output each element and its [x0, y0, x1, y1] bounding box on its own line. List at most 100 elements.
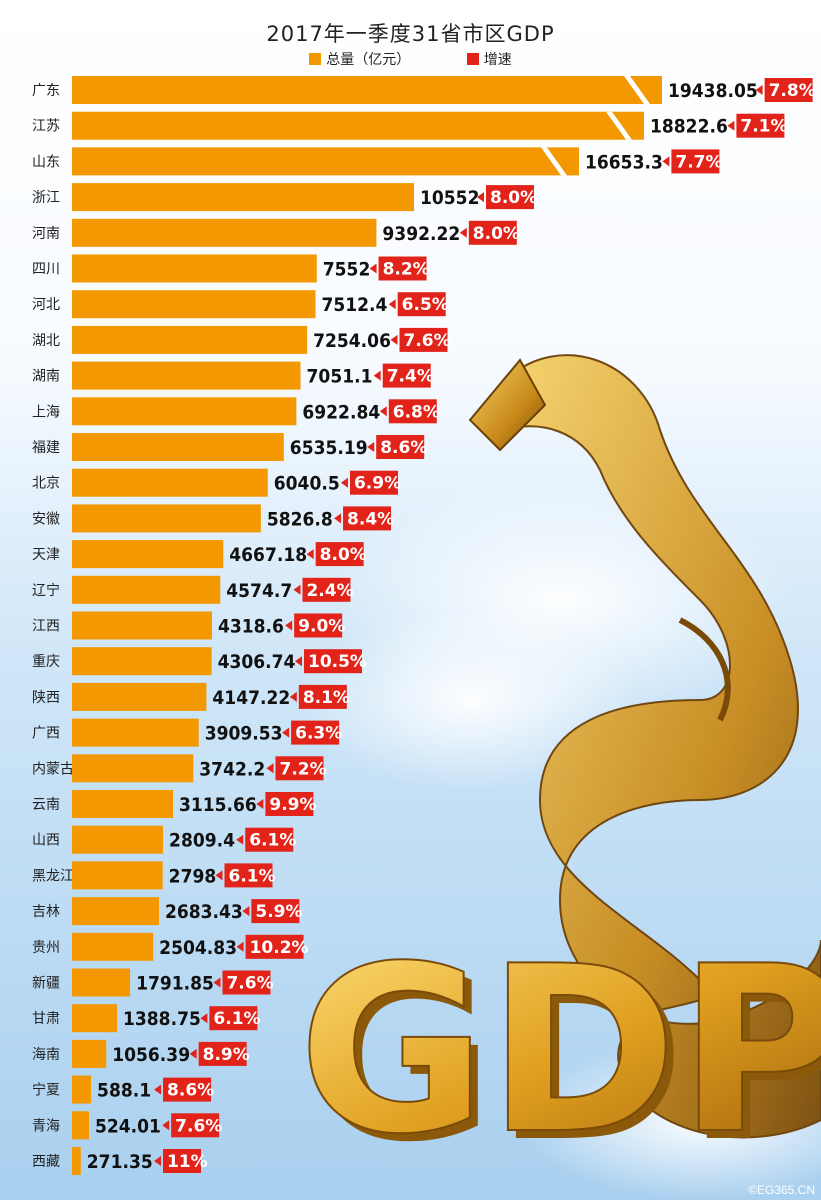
category-label: 江西 [32, 619, 60, 635]
value-label: 3909.53 [205, 723, 283, 745]
value-label: 1388.75 [123, 1008, 201, 1030]
growth-badge [378, 256, 427, 281]
growth-label: 8.9% [203, 1045, 250, 1065]
growth-badge [349, 470, 398, 495]
category-label: 湖北 [32, 333, 60, 349]
value-label: 2683.43 [165, 901, 243, 923]
growth-badge [397, 292, 446, 317]
value-label: 588.1 [97, 1080, 151, 1102]
growth-badge [198, 1041, 247, 1066]
category-label: 天津 [32, 547, 60, 563]
growth-badge [671, 149, 720, 174]
value-label: 6535.19 [290, 437, 368, 459]
growth-badge [275, 756, 324, 781]
growth-arrow [379, 406, 387, 417]
category-label: 广西 [32, 726, 60, 742]
growth-badge [222, 970, 271, 995]
category-label: 河南 [32, 226, 60, 242]
growth-badge [343, 506, 392, 531]
growth-arrow [755, 85, 763, 95]
growth-arrow [242, 906, 250, 917]
growth-badge [209, 1006, 258, 1031]
category-label: 四川 [32, 262, 60, 278]
gdp-3d-letters: GDP GDP [297, 917, 821, 1193]
value-label: 3742.2 [199, 758, 265, 780]
bar [72, 1004, 118, 1033]
growth-badge [315, 542, 364, 567]
growth-badge [294, 613, 343, 638]
growth-arrow [459, 227, 467, 238]
bar [72, 468, 268, 497]
growth-badge [162, 1149, 201, 1173]
bar [72, 1111, 89, 1140]
value-label: 2809.4 [169, 830, 235, 852]
growth-label: 5.9% [255, 902, 302, 922]
value-label: 7254.06 [313, 330, 391, 352]
growth-arrow [388, 299, 396, 310]
category-label: 云南 [32, 797, 60, 813]
bar [72, 540, 224, 569]
bar [72, 361, 301, 390]
growth-arrow [373, 370, 381, 381]
growth-arrow [334, 513, 342, 524]
growth-arrow [369, 263, 377, 274]
category-label: 安徽 [32, 511, 60, 527]
category-label: 青海 [32, 1118, 60, 1134]
growth-label: 6.1% [228, 866, 275, 886]
bar [72, 1147, 81, 1175]
category-label: 内蒙古 [32, 761, 74, 777]
bar [72, 325, 308, 354]
growth-label: 7.1% [740, 117, 787, 137]
growth-arrow [367, 442, 375, 452]
value-label: 3115.66 [179, 794, 257, 816]
bar [72, 682, 207, 711]
bar [72, 718, 199, 747]
growth-label: 6.1% [213, 1009, 260, 1029]
legend-label-growth: 增速 [483, 52, 512, 68]
growth-badge [468, 220, 517, 245]
axis-break-marker [606, 111, 632, 140]
growth-label: 8.1% [303, 688, 350, 708]
bar [72, 897, 159, 926]
growth-arrow [154, 1084, 162, 1095]
bar [72, 147, 579, 176]
growth-arrow [294, 656, 302, 667]
growth-label: 10.2% [250, 938, 309, 958]
bar [72, 861, 163, 890]
value-label: 271.35 [87, 1151, 153, 1173]
bar [72, 1075, 92, 1104]
category-label: 上海 [32, 404, 60, 420]
growth-arrow [236, 941, 244, 952]
growth-arrow [256, 799, 264, 809]
bar [72, 968, 131, 997]
growth-label: 8.0% [320, 545, 367, 565]
growth-arrow [727, 120, 735, 131]
growth-label: 8.2% [383, 260, 430, 280]
legend-item-growth: 增速 [466, 49, 512, 69]
growth-label: 8.6% [380, 438, 427, 458]
growth-arrow [266, 763, 274, 774]
value-label: 9392.22 [382, 223, 460, 245]
growth-label: 6.9% [354, 474, 401, 494]
legend-item-total: 总量（亿元） [309, 49, 410, 69]
bar [72, 111, 644, 140]
growth-badge [399, 327, 448, 352]
bar [72, 218, 377, 247]
growth-label: 7.7% [675, 152, 722, 172]
growth-arrow [200, 1013, 208, 1024]
value-label: 4147.22 [212, 687, 290, 709]
category-label: 辽宁 [32, 582, 60, 599]
growth-arrow [189, 1048, 197, 1059]
growth-arrow [213, 977, 221, 988]
growth-badge [163, 1077, 212, 1102]
value-label: 6040.5 [274, 473, 340, 495]
bar [72, 754, 194, 783]
growth-arrow [662, 156, 670, 167]
value-label: 4306.74 [218, 651, 296, 673]
value-label: 524.01 [95, 1115, 161, 1137]
growth-badge [736, 113, 785, 138]
growth-arrow [236, 834, 244, 845]
legend: 总量（亿元） 增速 [0, 49, 821, 69]
bar [72, 575, 221, 604]
